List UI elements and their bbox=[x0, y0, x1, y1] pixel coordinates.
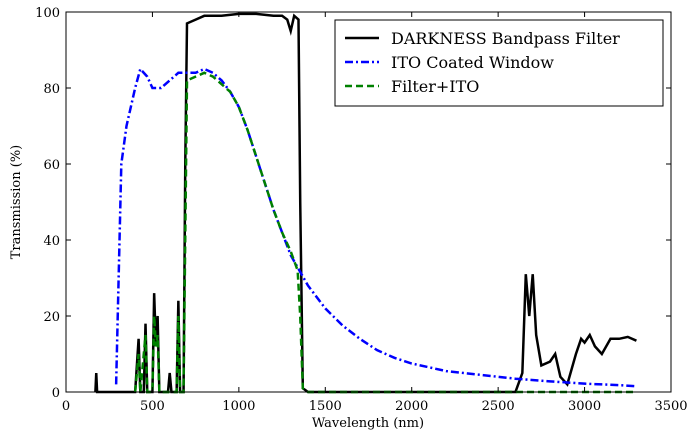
x-tick-label: 0 bbox=[62, 399, 70, 414]
legend-label: DARKNESS Bandpass Filter bbox=[391, 29, 620, 48]
data-line bbox=[114, 66, 637, 388]
data-line bbox=[133, 71, 637, 394]
x-tick-label: 3000 bbox=[568, 399, 601, 414]
plot-frame bbox=[65, 11, 672, 393]
y-tick-label: 100 bbox=[35, 6, 60, 21]
y-tick-label: 80 bbox=[43, 82, 60, 97]
legend-box bbox=[334, 19, 664, 107]
legend-label: ITO Coated Window bbox=[391, 53, 554, 72]
x-tick-label: 3500 bbox=[654, 399, 687, 414]
y-tick-label: 20 bbox=[43, 310, 60, 325]
y-axis-label: Transmission (%) bbox=[9, 145, 24, 260]
y-tick-label: 40 bbox=[43, 234, 60, 249]
x-axis-label: Wavelength (nm) bbox=[312, 416, 424, 431]
x-tick-label: 2000 bbox=[395, 399, 428, 414]
y-tick-label: 0 bbox=[52, 386, 60, 401]
x-tick-label: 1500 bbox=[309, 399, 342, 414]
legend-label: Filter+ITO bbox=[391, 77, 479, 96]
x-tick-label: 2500 bbox=[482, 399, 515, 414]
y-tick-label: 60 bbox=[43, 158, 60, 173]
x-tick-label: 500 bbox=[140, 399, 165, 414]
x-tick-label: 1000 bbox=[222, 399, 255, 414]
